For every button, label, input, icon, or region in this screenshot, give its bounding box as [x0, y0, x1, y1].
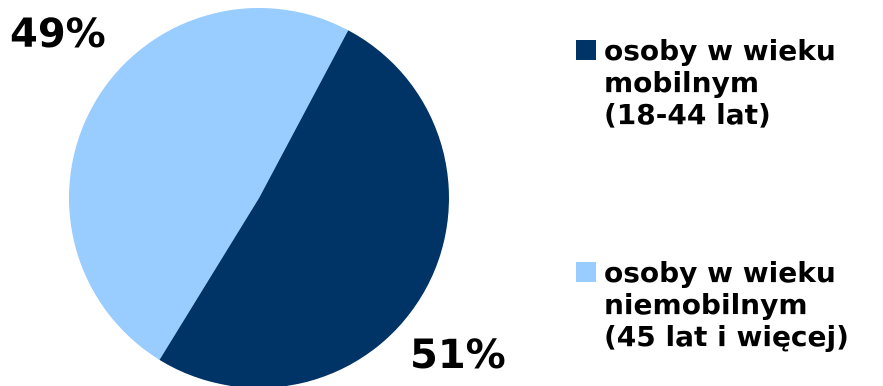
legend-swatch-non-mobile — [576, 262, 596, 282]
data-label-mobile: 51% — [410, 332, 506, 378]
legend-item-non-mobile: osoby w wieku niemobilnym (45 lat i więc… — [576, 257, 849, 353]
data-label-non-mobile: 49% — [10, 11, 106, 57]
legend-label-mobile: osoby w wieku mobilnym (18-44 lat) — [604, 34, 836, 131]
legend: osoby w wieku mobilnym (18-44 lat) osoby… — [576, 0, 876, 386]
pie-slice-mobile — [159, 30, 449, 386]
legend-label-non-mobile: osoby w wieku niemobilnym (45 lat i więc… — [604, 256, 849, 353]
legend-item-mobile: osoby w wieku mobilnym (18-44 lat) — [576, 35, 836, 131]
pie-slice-non-mobile — [68, 7, 349, 360]
pie-slices — [68, 7, 449, 386]
legend-swatch-mobile — [576, 40, 596, 60]
